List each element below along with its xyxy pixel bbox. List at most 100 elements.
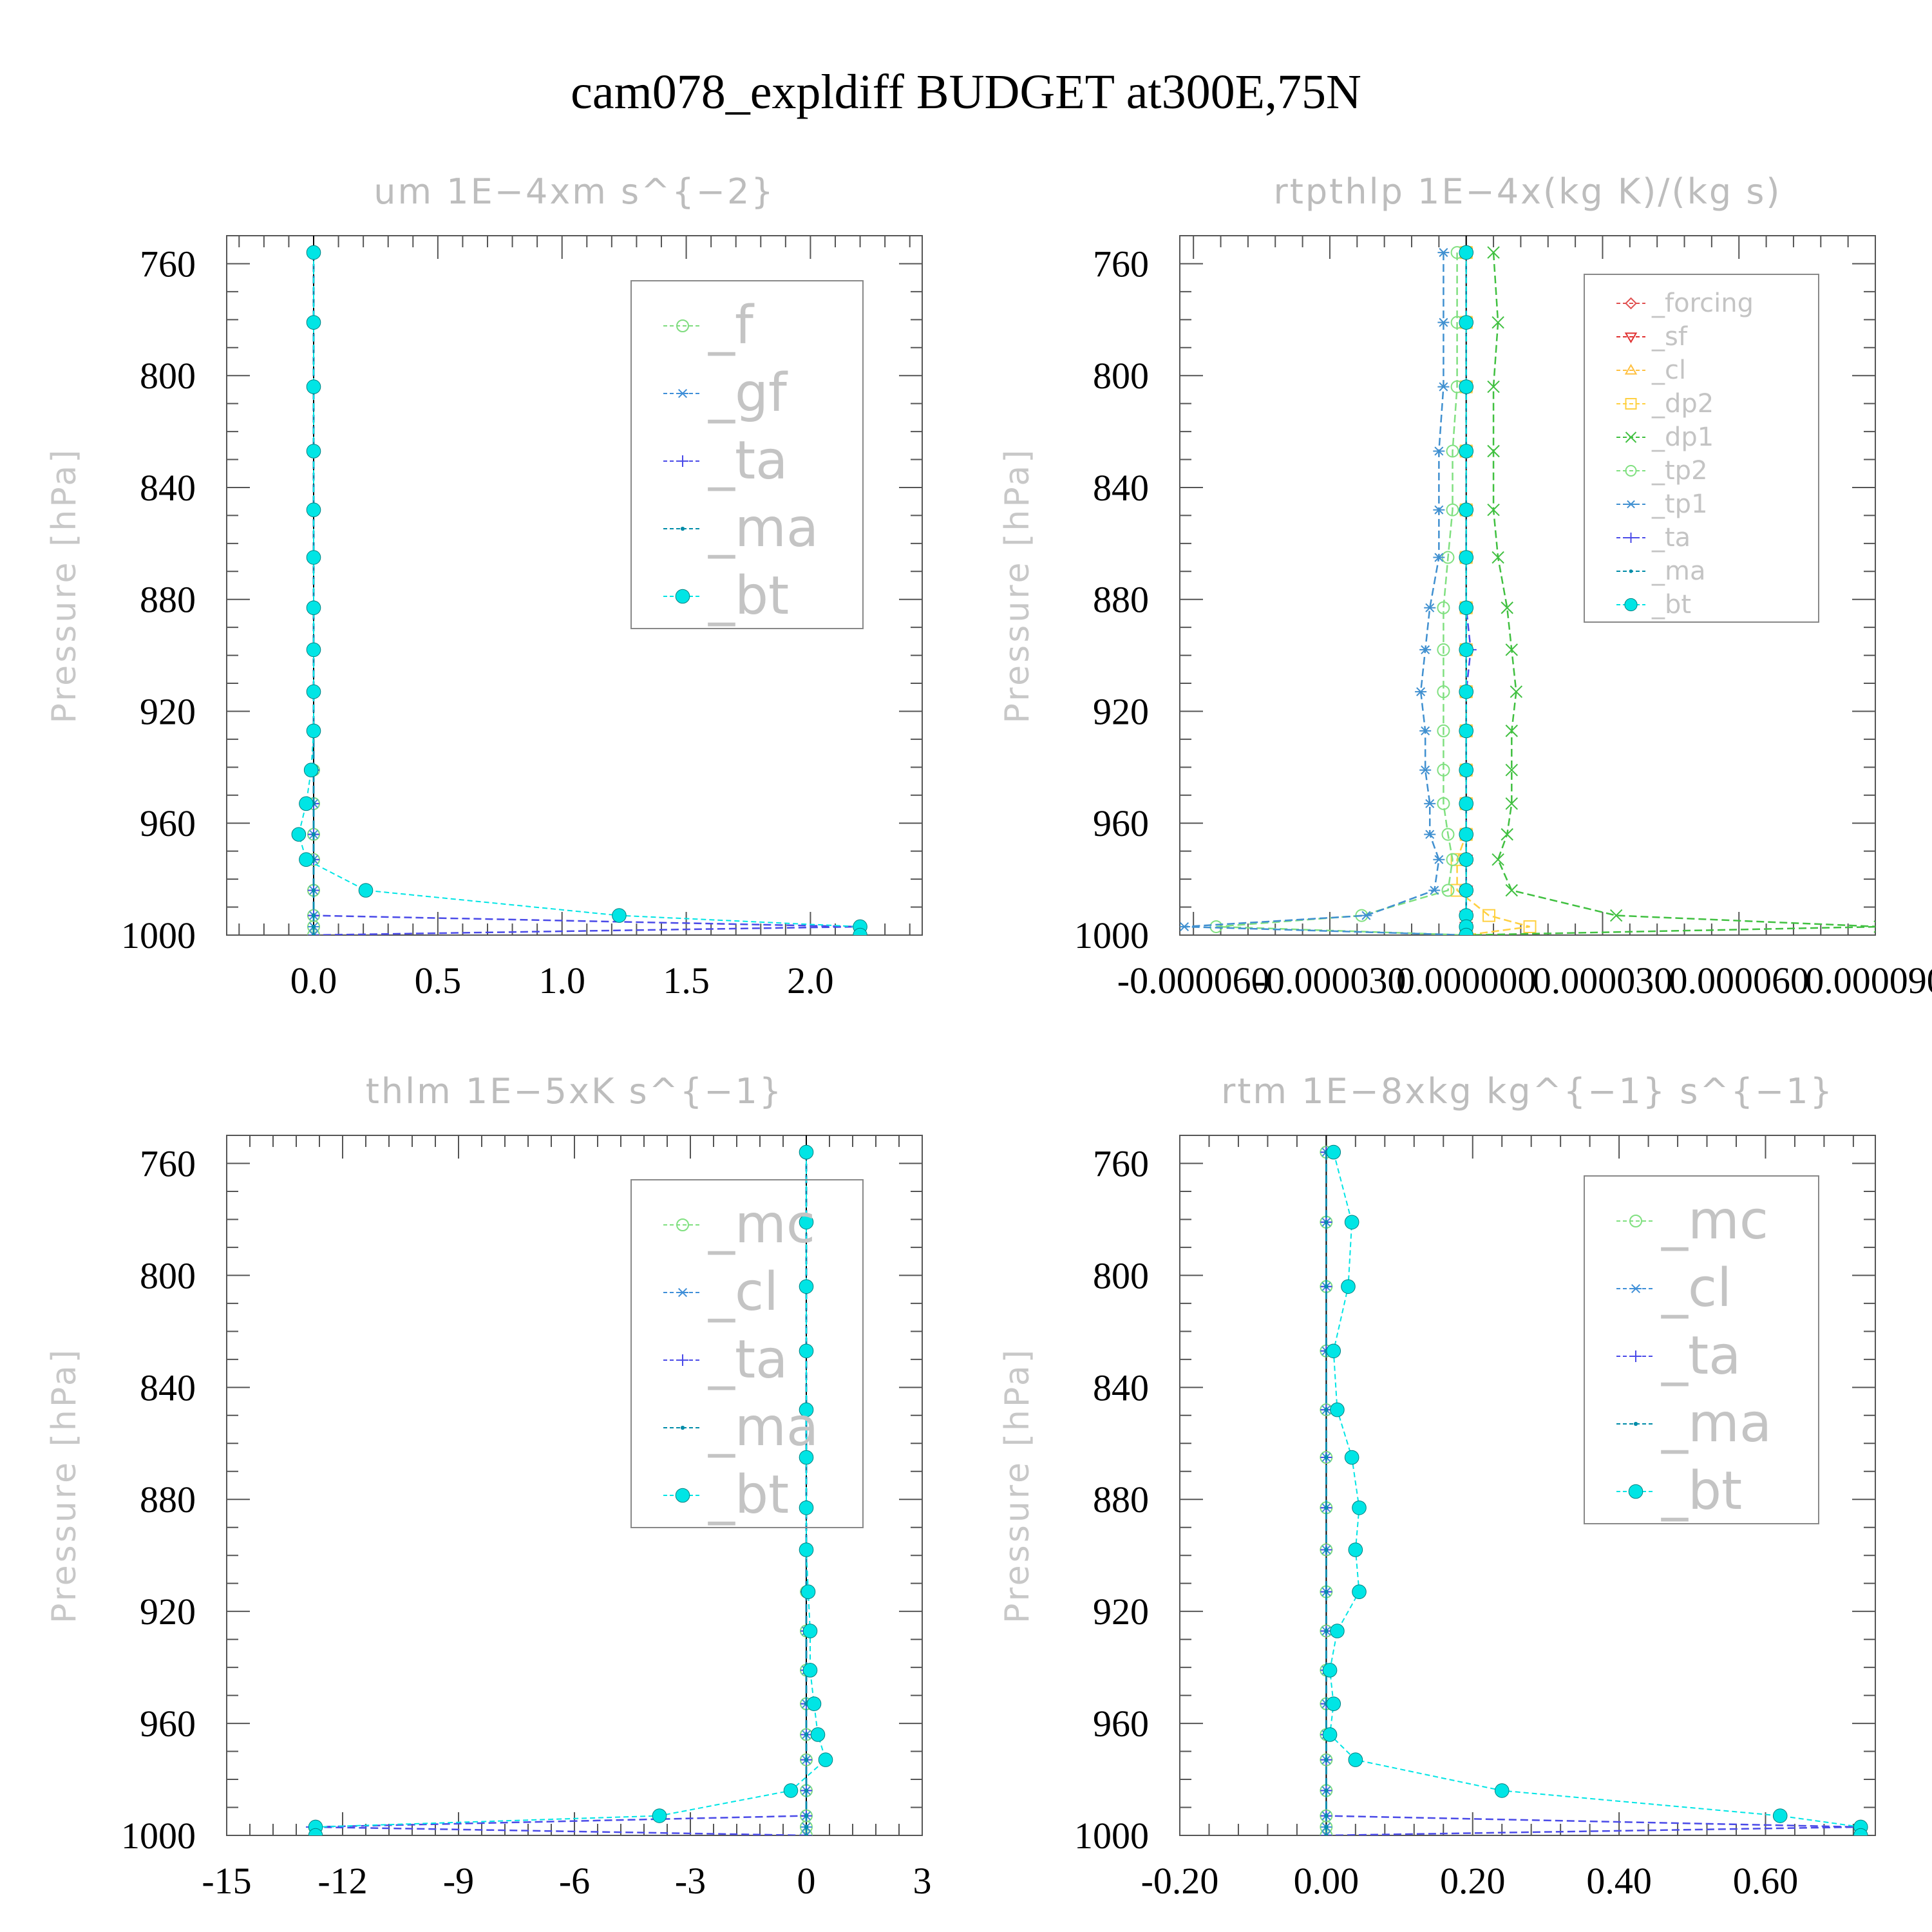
legend-box	[630, 280, 864, 629]
data-point	[1352, 1584, 1367, 1600]
legend-marker	[1628, 1484, 1643, 1499]
data-point	[799, 1144, 814, 1160]
data-point	[1523, 920, 1537, 933]
data-point	[799, 1279, 814, 1294]
series-line-bt	[315, 1152, 827, 1835]
legend-entry-label: _bt	[1661, 1461, 1742, 1522]
x-tick-label: -0.20	[1141, 1860, 1219, 1902]
data-point	[806, 1696, 822, 1711]
data-point	[1609, 909, 1623, 922]
legend: _forcing _sf_cl _dp2_dp1 _tp2_tp1 _ta_ma _bt	[1584, 274, 1819, 623]
data-point	[1459, 379, 1474, 394]
data-point	[853, 927, 867, 935]
y-axis-label: Pressure [hPa]	[998, 448, 1037, 724]
panels: um 1E−4xm s^{−2} Pressure [hPa] 760 800 840 8…	[45, 171, 1932, 1902]
legend-entry-label: _forcing	[1651, 289, 1754, 318]
legend-entry-label: _mc	[708, 1194, 815, 1255]
data-point	[306, 723, 321, 739]
panel-title: um 1E−4xm s^{−2}	[374, 171, 775, 212]
y-tick-label: 760	[1093, 1142, 1149, 1184]
legend-box	[1584, 1175, 1819, 1524]
data-point	[1324, 1629, 1329, 1633]
data-point	[308, 930, 319, 935]
y-tick-label: 800	[1093, 355, 1149, 397]
data-point	[1433, 855, 1445, 864]
data-point	[1324, 1589, 1329, 1594]
data-point	[612, 908, 627, 923]
y-tick-label: 1000	[121, 914, 196, 956]
data-point	[1772, 1808, 1788, 1823]
series-line-bt	[298, 252, 861, 935]
data-point	[1326, 1343, 1341, 1359]
data-point	[818, 1752, 833, 1767]
data-point	[802, 1624, 818, 1638]
data-point	[1459, 245, 1474, 260]
legend-entry-label: _bt	[708, 1464, 789, 1526]
data-point	[800, 1830, 812, 1835]
chart-panel-2: rtpthlp 1E−4x(kg K)/(kg s) Pressure [hPa]…	[998, 171, 1932, 1001]
data-point	[1501, 601, 1513, 614]
data-point	[308, 1828, 323, 1835]
data-point	[1459, 315, 1474, 330]
x-tick-label: 1.0	[538, 960, 585, 1001]
data-point	[1853, 1828, 1868, 1835]
x-tick-label: 0.000030	[1533, 960, 1673, 1001]
y-tick-label: 840	[140, 467, 196, 509]
panel-title: rtm 1E−8xkg kg^{−1} s^{−1}	[1221, 1071, 1834, 1112]
data-point	[1437, 797, 1450, 810]
data-point	[1324, 1506, 1329, 1510]
series-line-tp2	[1216, 252, 1466, 935]
x-tick-label: -9	[443, 1860, 474, 1902]
data-point	[311, 913, 316, 918]
x-tick-label: -0.000030	[1254, 960, 1406, 1001]
data-point	[1424, 799, 1436, 808]
data-point	[1437, 248, 1450, 258]
x-tick-label: -0.000060	[1117, 960, 1270, 1001]
x-tick-label: 0.0	[290, 960, 337, 1001]
data-point	[652, 1808, 667, 1823]
data-point	[1419, 726, 1432, 735]
data-point	[306, 379, 321, 394]
y-tick-label: 880	[140, 579, 196, 621]
legend-marker	[677, 1287, 688, 1298]
legend-entry-label: _ta	[1661, 1325, 1741, 1387]
data-point	[1459, 550, 1474, 565]
x-tick-label: 0.60	[1733, 1860, 1799, 1902]
legend: _f _gf_ta _ma_bt	[630, 280, 864, 629]
chart-panel-4: rtm 1E−8xkg kg^{−1} s^{−1} Pressure [hPa]…	[998, 1071, 1876, 1902]
data-point	[1459, 827, 1474, 842]
y-tick-label: 880	[140, 1479, 196, 1520]
data-point	[1459, 502, 1474, 518]
data-point	[1487, 246, 1500, 259]
legend-marker	[1625, 398, 1637, 410]
x-tick-label: -6	[559, 1860, 590, 1902]
data-point	[1348, 1752, 1363, 1767]
data-point	[1433, 446, 1445, 456]
data-point	[306, 245, 321, 260]
data-point	[306, 502, 321, 518]
series-group	[1320, 1144, 1868, 1835]
data-point	[1326, 1144, 1341, 1160]
data-point	[1419, 645, 1432, 654]
data-point	[311, 832, 316, 837]
y-tick-label: 960	[1093, 802, 1149, 844]
data-point	[799, 1215, 814, 1230]
data-point	[1419, 765, 1432, 775]
data-point	[802, 1663, 818, 1678]
legend-marker	[676, 1218, 689, 1231]
legend-marker	[1624, 598, 1638, 612]
data-point	[783, 1783, 799, 1798]
data-point	[1437, 724, 1450, 737]
data-point	[1505, 763, 1518, 777]
legend-entry-label: _ta	[1651, 523, 1690, 553]
data-point	[1324, 1824, 1329, 1830]
legend-marker	[680, 1425, 685, 1430]
data-point	[1446, 853, 1459, 866]
data-point	[1437, 601, 1450, 614]
legend-marker	[1625, 533, 1636, 543]
legend: _mc _cl_ta _ma_bt	[630, 1179, 864, 1528]
data-point	[291, 827, 307, 842]
y-tick-label: 920	[1093, 1591, 1149, 1633]
data-point	[1487, 504, 1500, 516]
